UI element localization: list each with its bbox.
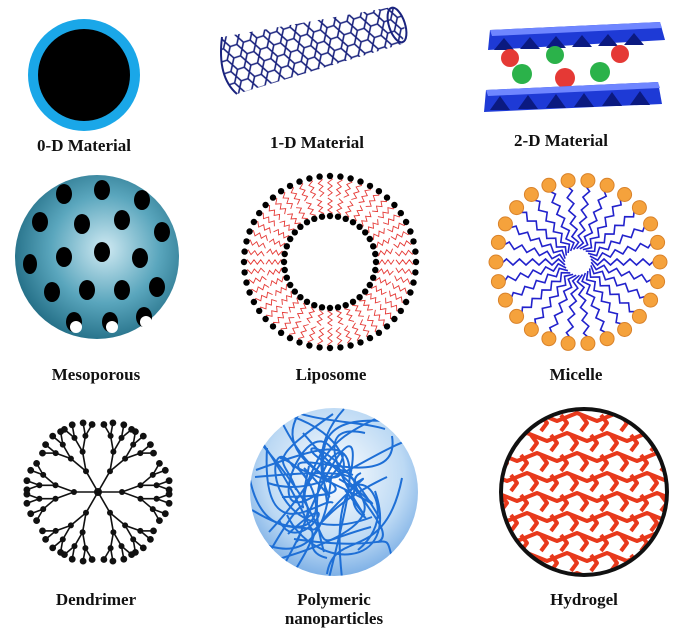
- one-d-material-illustration: [220, 6, 408, 95]
- hydrogel-illustration: [499, 407, 669, 577]
- mesoporous-illustration: [15, 175, 179, 339]
- polymeric-nanoparticles-illustration: [250, 408, 418, 576]
- mesoporous-label: Mesoporous: [51, 365, 141, 384]
- polymeric-nanoparticles-label-line1: Polymeric: [297, 590, 371, 609]
- two-d-material-illustration: [484, 22, 665, 112]
- dendrimer-label: Dendrimer: [55, 590, 137, 609]
- liposome-illustration: [240, 172, 420, 352]
- hydrogel-label: Hydrogel: [550, 590, 618, 609]
- polymeric-nanoparticles-label-line2: nanoparticles: [284, 609, 384, 628]
- one-d-material-label: 1-D Material: [270, 133, 364, 152]
- zero-d-material-label: 0-D Material: [37, 136, 131, 155]
- zero-d-material-illustration: [28, 19, 140, 131]
- micelle-label: Micelle: [549, 365, 603, 384]
- micelle-illustration: [488, 173, 668, 351]
- dendrimer-illustration: [23, 419, 173, 565]
- liposome-label: Liposome: [295, 365, 367, 384]
- two-d-material-label: 2-D Material: [514, 131, 608, 150]
